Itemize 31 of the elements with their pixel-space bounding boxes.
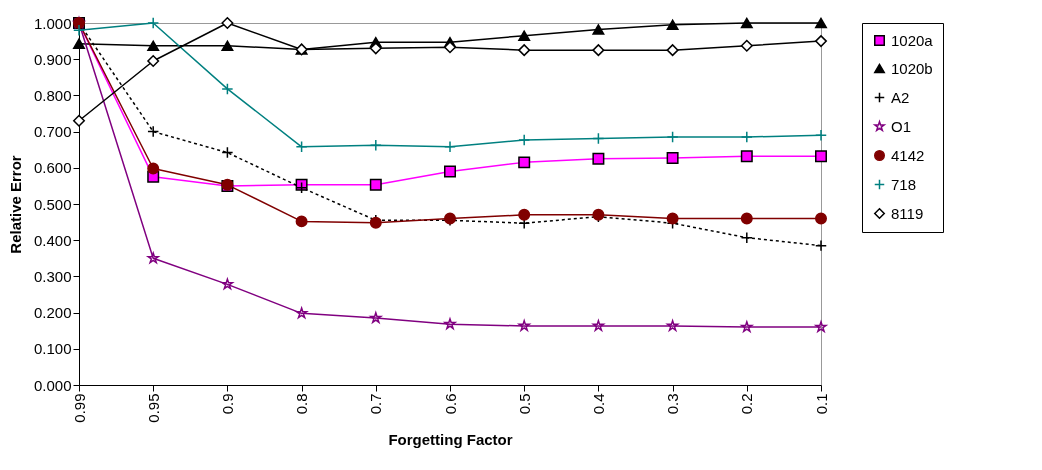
legend-label: 1020a — [891, 31, 934, 49]
legend-label: O1 — [891, 117, 912, 135]
x-tick-label: 0.3 — [664, 393, 682, 415]
x-tick-label: 0.5 — [515, 393, 533, 415]
x-tick-label: 0.7 — [367, 393, 385, 415]
x-axis-title: Forgetting Factor — [388, 430, 513, 448]
legend-label: 4142 — [891, 146, 925, 164]
legend-label: 1020b — [891, 59, 933, 77]
legend-label: 8119 — [891, 204, 924, 222]
x-tick-label: 0.8 — [293, 393, 311, 415]
y-tick-label: 0.400 — [33, 231, 72, 249]
y-tick-label: 0.000 — [33, 376, 72, 394]
legend-label: 718 — [891, 175, 917, 193]
x-tick-label: 0.95 — [144, 393, 162, 423]
x-tick-label: 0.4 — [589, 393, 607, 415]
y-tick-label: 0.700 — [33, 123, 72, 141]
y-tick-label: 0.500 — [33, 195, 72, 213]
y-tick-label: 1.000 — [33, 14, 72, 32]
x-tick-label: 0.2 — [738, 393, 756, 415]
y-tick-label: 0.600 — [33, 159, 72, 177]
y-axis-title: Relative Error — [6, 155, 24, 254]
x-tick-label: 0.9 — [218, 393, 236, 415]
y-tick-label: 0.800 — [33, 86, 72, 104]
x-tick-label: 0.6 — [441, 393, 459, 415]
legend-label: A2 — [891, 88, 910, 106]
x-tick-label: 0.1 — [812, 393, 830, 415]
x-tick-label: 0.99 — [70, 393, 88, 423]
y-tick-label: 0.300 — [33, 267, 72, 285]
y-tick-label: 0.200 — [33, 304, 72, 322]
y-tick-label: 0.100 — [33, 340, 72, 358]
y-tick-label: 0.900 — [33, 50, 72, 68]
